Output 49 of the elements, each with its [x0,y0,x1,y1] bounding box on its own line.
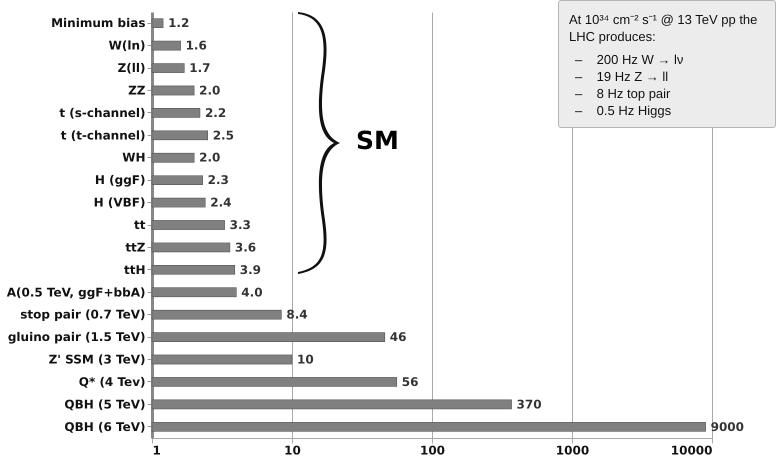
y-tick-label: QBH (5 TeV) [64,397,146,412]
x-tick-label: 1000 [556,444,590,458]
x-tick-label: 1 [152,444,161,458]
data-label: 2.0 [199,83,220,98]
annotation: SM [356,126,399,155]
annotation: At 10³⁴ cm⁻² s⁻¹ @ 13 TeV pp the LHC produces: [569,11,758,45]
data-label: 10 [297,352,314,367]
data-label: 56 [402,374,418,389]
y-tick-label: ZZ [128,83,146,98]
y-tick-label: ttZ [125,240,146,254]
y-tick-label: Minimum bias [51,16,146,30]
y-tick-label: t (t-channel) [60,128,146,142]
y-tick-label: QBH (6 TeV) [64,420,146,434]
data-label: 3.9 [240,262,262,277]
annotation: – 0.5 Hz Higgs [575,102,672,119]
data-label: 46 [390,330,406,344]
data-label: 1.7 [189,61,211,76]
annotation: – 8 Hz top pair [575,85,672,102]
data-label: 370 [516,397,542,412]
y-tick-label: gluino pair (1.5 TeV) [8,330,146,344]
y-tick-label: W(ln) [108,38,146,53]
y-tick-label: Z' SSM (3 TeV) [48,352,146,367]
data-label: 1.2 [168,16,190,30]
annotation: – 200 Hz W → lν [575,51,684,68]
data-label: 2.0 [199,150,220,165]
y-tick-label: t (s-channel) [59,106,146,120]
y-tick-label: stop pair (0.7 TeV) [20,308,146,322]
data-label: 8.4 [286,308,308,322]
x-tick-label: 10000 [670,444,712,458]
data-label: 3.6 [234,240,256,254]
data-label: 2.5 [212,128,234,142]
y-tick-label: Z(ll) [118,61,146,76]
data-label: 2.2 [204,106,226,120]
x-tick-label: 100 [420,444,446,458]
data-label: 2.3 [208,173,229,188]
data-label: 4.0 [241,285,263,300]
y-tick-label: ttH [124,262,146,277]
y-tick-label: H (VBF) [94,196,146,210]
x-tick-label: 10 [284,444,301,458]
y-tick-label: WH [122,150,146,165]
data-label: 1.6 [186,38,207,53]
y-tick-label: A(0.5 TeV, ggF+bbA) [6,285,146,300]
data-label: 3.3 [230,218,251,232]
y-tick-label: H (ggF) [94,173,146,188]
annotation: – 19 Hz Z → ll [575,68,670,85]
y-tick-label: Q* (4 Tev) [78,374,146,389]
data-label: 2.4 [210,196,232,210]
y-tick-label: tt [134,218,146,232]
data-label: 9000 [710,420,744,434]
